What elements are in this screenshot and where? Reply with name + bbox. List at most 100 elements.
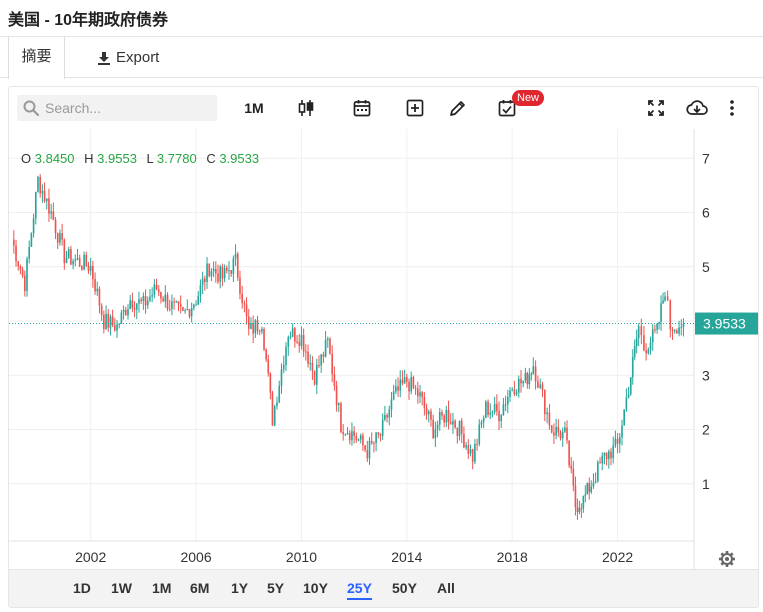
candle-body [267, 359, 270, 374]
candle-body [555, 426, 557, 436]
candle-body [530, 373, 533, 375]
candle-body [206, 263, 208, 283]
candle-body [92, 265, 94, 280]
open-value: 3.8450 [34, 151, 75, 166]
candle-body [430, 411, 432, 420]
range-button-1d[interactable]: 1D [73, 580, 91, 596]
range-button-6m[interactable]: 6M [190, 580, 210, 596]
candle-body [423, 397, 426, 408]
range-button-5y[interactable]: 5Y [267, 580, 285, 596]
candle-body [454, 420, 456, 428]
candle-body [513, 389, 516, 395]
candle-body [41, 190, 44, 194]
candle-body [282, 364, 285, 370]
candle-body [403, 377, 406, 384]
candle-body [280, 369, 283, 386]
candle-body [175, 301, 178, 303]
candle-body [15, 245, 17, 262]
range-button-1y[interactable]: 1Y [231, 580, 249, 596]
candle-body [682, 323, 685, 328]
candle-body [155, 284, 158, 290]
candle-body [39, 176, 41, 194]
candle-body [61, 233, 63, 240]
candle-body [482, 417, 485, 423]
price-chart[interactable]: 12345672002200620102014201820223.9533 [9, 129, 758, 569]
range-button-all[interactable]: All [437, 580, 455, 596]
candle-body [337, 403, 340, 405]
close-value: 3.9533 [219, 151, 260, 166]
candle-body [329, 338, 331, 354]
candle-body [72, 261, 74, 265]
candle-body [85, 254, 88, 266]
candle-body [660, 303, 662, 322]
range-button-50y[interactable]: 50Y [392, 580, 417, 596]
candle-body [515, 392, 518, 395]
candle-body [305, 351, 307, 353]
candle-body [120, 312, 123, 324]
candle-body [625, 397, 628, 410]
candle-body [65, 257, 68, 264]
calendar-button[interactable] [351, 97, 373, 119]
x-tick-label: 2002 [75, 549, 106, 565]
search-input[interactable] [45, 98, 210, 118]
candle-body [375, 432, 377, 444]
candle-body [635, 338, 638, 347]
add-indicator-button[interactable] [404, 97, 426, 119]
candle-body [680, 327, 683, 329]
candle-body [412, 377, 415, 388]
range-button-1w[interactable]: 1W [111, 580, 132, 596]
candle-body [388, 409, 391, 418]
candle-body [434, 429, 437, 439]
candle-body [599, 462, 601, 464]
range-selector: 1D 1W 1M 6M 1Y 5Y 10Y 25Y 50Y All [9, 569, 758, 607]
candle-body [576, 507, 579, 512]
cloud-save-button[interactable] [684, 97, 710, 119]
candle-body [300, 334, 303, 346]
candle-body [603, 452, 606, 456]
candle-body [647, 349, 650, 354]
chart-settings-icon[interactable] [719, 551, 735, 567]
candle-body [122, 309, 125, 313]
search-icon [23, 100, 39, 116]
candle-body [13, 239, 15, 246]
ohlc-legend: O 3.8450 H 3.9553 L 3.7780 C 3.9533 [21, 151, 265, 166]
candle-body [287, 336, 290, 348]
candle-body [19, 266, 22, 270]
candle-body [447, 409, 450, 423]
candle-body [254, 320, 257, 334]
high-label: H [84, 151, 94, 166]
tab-summary[interactable]: 摘要 [8, 37, 65, 79]
candle-body [261, 328, 263, 332]
range-button-10y[interactable]: 10Y [303, 580, 328, 596]
candle-body [59, 233, 61, 243]
candle-body [87, 265, 90, 271]
candle-body [142, 296, 145, 302]
candle-body [144, 296, 147, 306]
candle-body [234, 253, 237, 259]
more-button[interactable] [725, 97, 739, 119]
candle-body [89, 265, 92, 271]
interval-button[interactable]: 1M [244, 100, 264, 116]
candle-body [241, 293, 243, 304]
fullscreen-button[interactable] [645, 97, 667, 119]
candle-body [263, 328, 265, 350]
draw-button[interactable] [447, 97, 469, 119]
range-button-1m[interactable]: 1M [152, 580, 172, 596]
candle-body [362, 435, 364, 446]
candle-body [559, 432, 562, 439]
candle-body [173, 301, 175, 303]
candle-body [74, 259, 77, 262]
export-button[interactable]: Export [97, 37, 159, 79]
candlestick-type-button[interactable] [295, 97, 317, 119]
search-box[interactable] [17, 95, 217, 121]
candle-body [212, 268, 215, 272]
candle-body [397, 386, 399, 391]
candle-body [302, 334, 305, 352]
candle-body [467, 445, 470, 454]
candle-body [373, 442, 375, 444]
candle-body [427, 411, 430, 415]
alert-calendar-button[interactable] [496, 97, 518, 119]
candle-body [298, 341, 301, 346]
candle-body [168, 309, 171, 311]
range-button-25y[interactable]: 25Y [347, 576, 372, 600]
